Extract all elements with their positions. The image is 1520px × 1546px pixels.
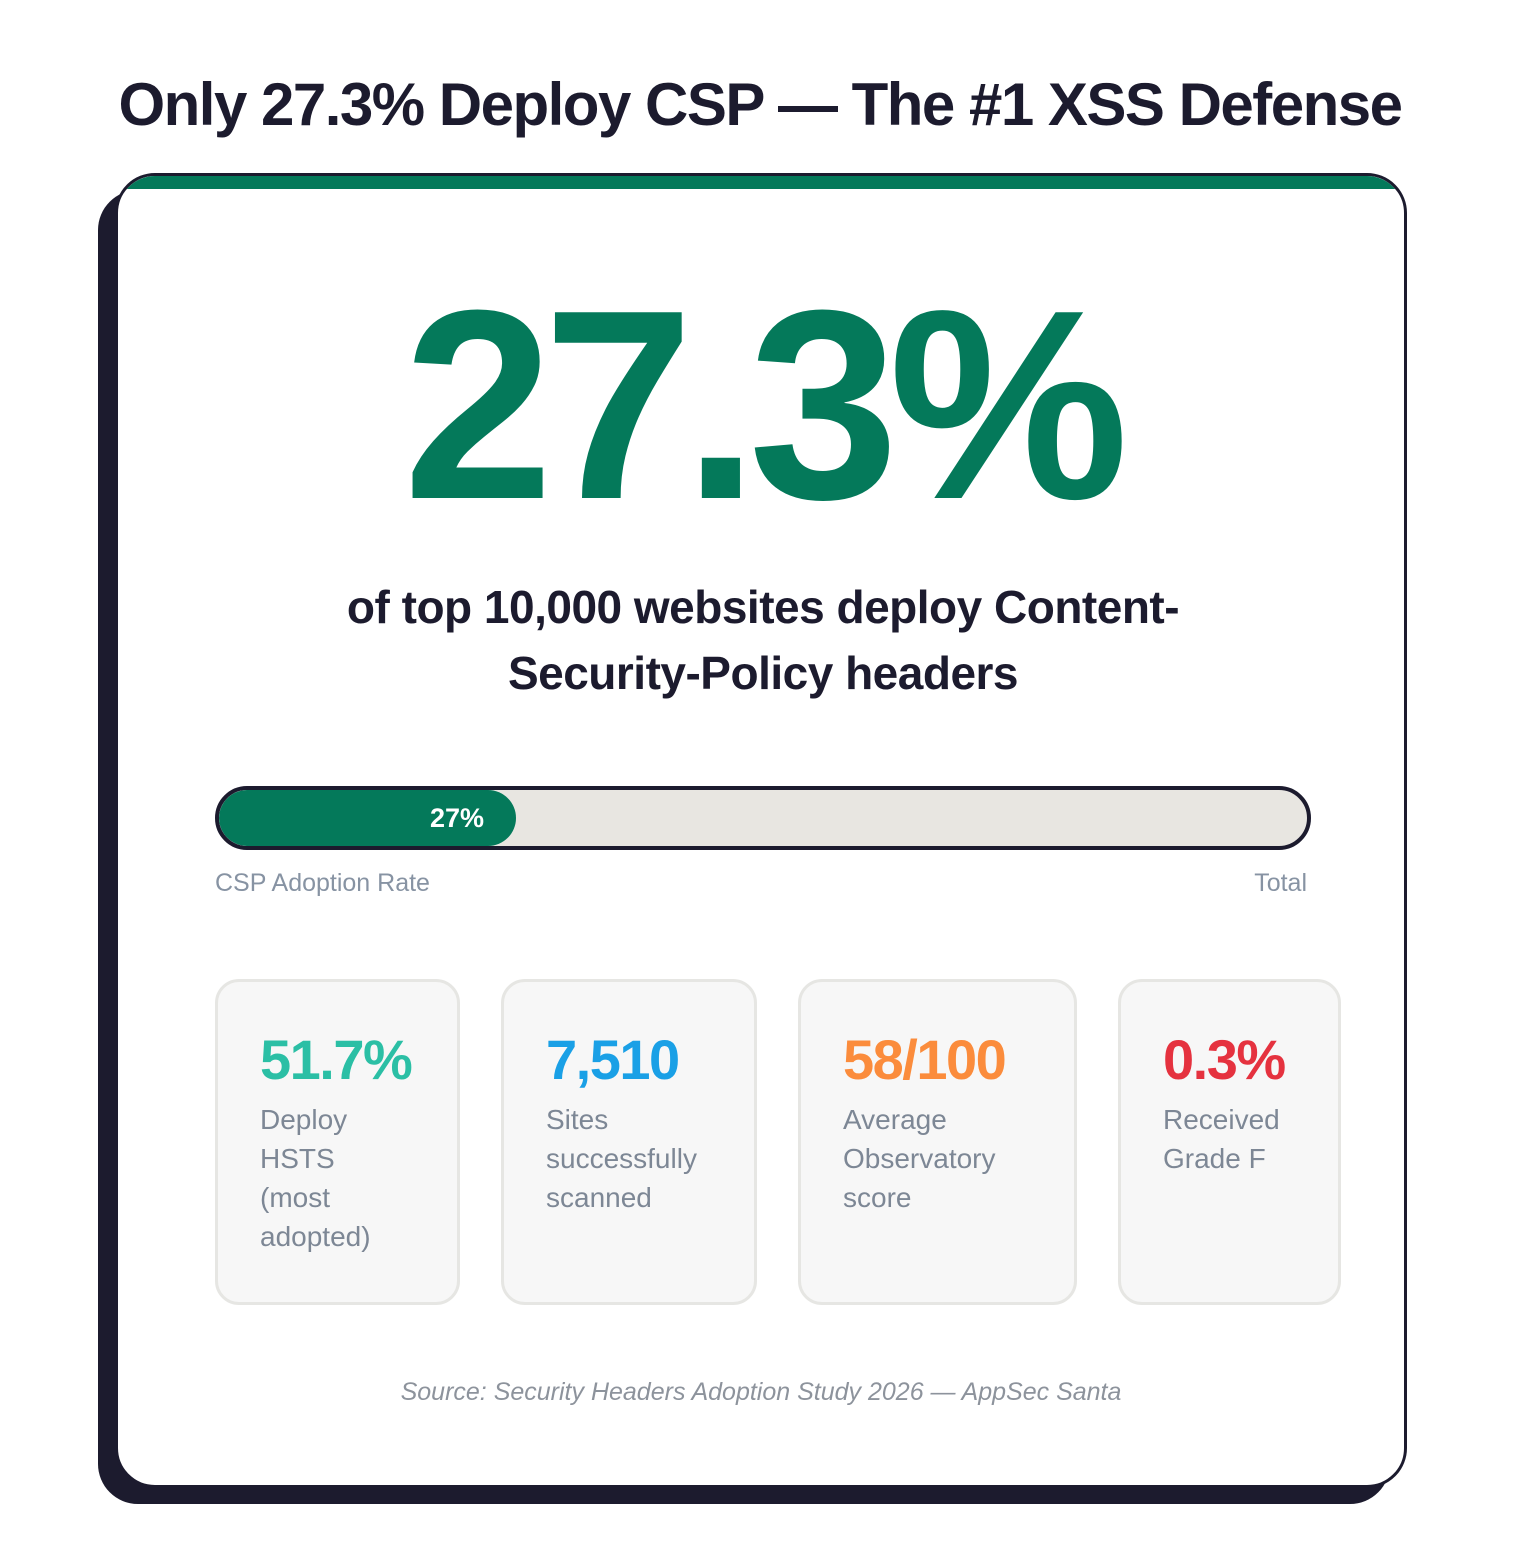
stat-box: 7,510 Sites successfully scanned: [501, 979, 757, 1305]
progress-label: 27%: [429, 802, 485, 833]
headline-value: 27.3%: [403, 255, 1129, 556]
accent-bar: [118, 176, 1404, 189]
source-note: Source: Security Headers Adoption Study …: [400, 1378, 1122, 1406]
stat-box: 0.3% Received Grade F: [1118, 979, 1341, 1305]
headline-subtitle: of top 10,000 websites deploy Content-Se…: [346, 581, 1180, 699]
stat-desc: Received Grade F: [1163, 1104, 1280, 1174]
progress-bar: 27%: [215, 786, 1311, 850]
stat-desc: Average Observatory score: [843, 1104, 996, 1213]
stat-desc: Sites successfully scanned: [546, 1104, 697, 1213]
progress-left-label: CSP Adoption Rate: [215, 869, 430, 897]
stat-box: 58/100 Average Observatory score: [798, 979, 1077, 1305]
stat-desc: Deploy HSTS (most adopted): [260, 1104, 371, 1252]
stat-value: 7,510: [546, 1028, 680, 1091]
stat-value: 58/100: [843, 1028, 1007, 1091]
progress-right-label: Total: [1254, 869, 1307, 897]
stat-card: 27.3% of top 10,000 websites deploy Cont…: [115, 173, 1407, 1488]
stat-box: 51.7% Deploy HSTS (most adopted): [215, 979, 460, 1305]
progress-fill: 27%: [219, 790, 517, 846]
stat-value: 51.7%: [260, 1028, 413, 1091]
stat-value: 0.3%: [1163, 1028, 1286, 1091]
page-title: Only 27.3% Deploy CSP — The #1 XSS Defen…: [118, 71, 1403, 138]
